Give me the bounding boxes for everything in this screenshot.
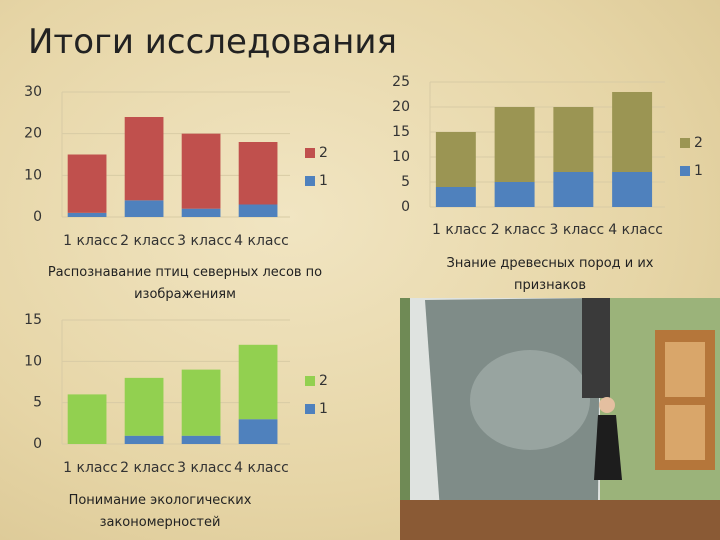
y-tick-label: 5 — [401, 174, 410, 190]
x-tick-label: 4 класс — [234, 460, 289, 476]
y-tick-label: 20 — [392, 99, 410, 115]
bar-segment — [238, 142, 278, 205]
bar-segment — [238, 204, 278, 217]
x-tick-label: 1 класс — [432, 222, 487, 238]
bar-segment — [612, 172, 653, 207]
x-tick-label: 2 класс — [491, 222, 546, 238]
bar-segment — [553, 107, 594, 172]
y-tick-label: 25 — [392, 74, 410, 90]
x-tick-label: 1 класс — [63, 460, 118, 476]
chart-caption: Распознавание птиц северных лесов по изо… — [47, 265, 323, 302]
x-tick-label: 2 класс — [120, 233, 175, 249]
bar-segment — [124, 377, 164, 436]
x-tick-label: 2 класс — [120, 460, 175, 476]
x-tick-label: 3 класс — [177, 460, 232, 476]
x-tick-label: 4 класс — [234, 233, 289, 249]
x-tick-label: 3 класс — [177, 233, 232, 249]
y-tick-label: 0 — [401, 199, 410, 215]
bar-segment — [124, 200, 164, 217]
bar-segment — [181, 369, 221, 436]
bar-segment — [181, 435, 221, 444]
chart-caption: Знание древесных пород и их признаков — [446, 256, 654, 293]
y-tick-label: 20 — [24, 126, 42, 142]
bar-segment — [435, 187, 476, 207]
bar-segment — [67, 212, 107, 217]
bar-segment — [67, 154, 107, 213]
x-tick-label: 3 класс — [550, 222, 605, 238]
legend-label: 1 — [694, 163, 703, 179]
bar-segment — [494, 182, 535, 207]
legend-swatch — [305, 376, 315, 386]
y-tick-label: 30 — [24, 84, 42, 100]
legend-swatch — [305, 176, 315, 186]
bar-segment — [124, 117, 164, 201]
y-tick-label: 0 — [33, 436, 42, 452]
legend-swatch — [680, 166, 690, 176]
legend-label: 2 — [319, 373, 328, 389]
bar-segment — [181, 133, 221, 209]
bar-segment — [612, 92, 653, 172]
bar-segment — [67, 394, 107, 444]
legend-label: 2 — [319, 145, 328, 161]
y-tick-label: 10 — [24, 353, 42, 369]
bar-segment — [181, 208, 221, 217]
legend-label: 2 — [694, 135, 703, 151]
x-tick-label: 4 класс — [608, 222, 663, 238]
bar-segment — [124, 435, 164, 444]
bar-segment — [553, 172, 594, 207]
x-tick-label: 1 класс — [63, 233, 118, 249]
bar-segment — [238, 419, 278, 444]
y-tick-label: 5 — [33, 395, 42, 411]
bar-segment — [435, 132, 476, 187]
y-tick-label: 15 — [24, 312, 42, 328]
legend-swatch — [305, 404, 315, 414]
bar-segment — [494, 107, 535, 182]
legend-swatch — [680, 138, 690, 148]
legend-swatch — [305, 148, 315, 158]
bar-segment — [238, 344, 278, 420]
chart-caption: Понимание экологических закономерностей — [68, 493, 252, 530]
y-tick-label: 10 — [24, 167, 42, 183]
legend-label: 1 — [319, 401, 328, 417]
y-tick-label: 0 — [33, 209, 42, 225]
photo — [400, 298, 720, 540]
y-tick-label: 10 — [392, 149, 410, 165]
legend-label: 1 — [319, 173, 328, 189]
slide-title: Итоги исследования — [28, 22, 397, 62]
y-tick-label: 15 — [392, 124, 410, 140]
